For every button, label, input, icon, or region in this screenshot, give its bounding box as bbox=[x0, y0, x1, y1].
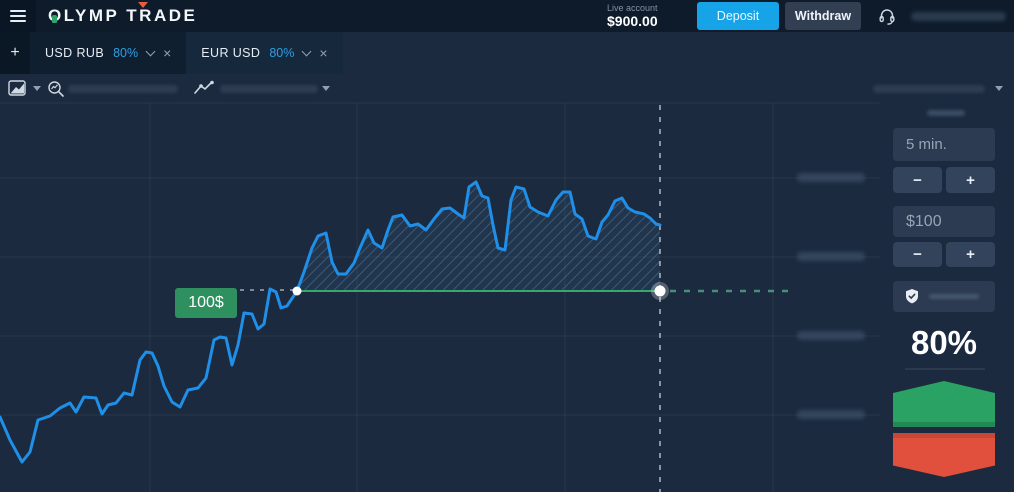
panel-divider bbox=[905, 368, 985, 370]
chevron-down-icon bbox=[995, 86, 1003, 91]
deposit-button[interactable]: Deposit bbox=[697, 2, 779, 30]
logo-figure-icon bbox=[52, 15, 57, 23]
trade-down-button[interactable] bbox=[893, 433, 995, 477]
redacted-panel-label bbox=[927, 110, 965, 116]
tab-payout-label: 80% bbox=[269, 46, 295, 60]
chart-type-dropdown[interactable] bbox=[8, 80, 41, 97]
indicators-button[interactable] bbox=[193, 80, 215, 96]
amount-input[interactable] bbox=[893, 206, 995, 237]
toolbar-dropdown-caret[interactable] bbox=[322, 86, 330, 91]
tab-pair-label: USD RUB bbox=[45, 46, 105, 60]
chart-tab-bar: + USD RUB 80% × EUR USD 80% × bbox=[0, 32, 343, 74]
close-tab-icon[interactable]: × bbox=[319, 45, 328, 61]
add-tab-button[interactable]: + bbox=[10, 44, 20, 61]
redacted-toolbar-control[interactable] bbox=[68, 85, 178, 93]
duration-input[interactable] bbox=[893, 128, 995, 161]
toolbar-dropdown-caret-right[interactable] bbox=[995, 86, 1003, 91]
amount-decrease-button[interactable]: − bbox=[893, 242, 942, 267]
protection-control[interactable] bbox=[893, 281, 995, 312]
indicator-zigzag-icon bbox=[194, 80, 214, 94]
area-chart-icon bbox=[8, 80, 26, 96]
tab-payout-label: 80% bbox=[113, 46, 139, 60]
duration-decrease-button[interactable]: − bbox=[893, 167, 942, 193]
chevron-down-icon bbox=[33, 86, 41, 91]
current-point-dot bbox=[654, 285, 666, 297]
chevron-down-icon[interactable] bbox=[301, 46, 312, 56]
payout-percentage: 80% bbox=[910, 324, 978, 361]
price-chart bbox=[0, 102, 880, 492]
entry-point-dot bbox=[292, 286, 302, 296]
redacted-price-tick bbox=[797, 331, 865, 340]
shield-check-icon bbox=[906, 289, 918, 304]
header: OLYMP TRADE Live account $900.00 Deposit… bbox=[0, 0, 1014, 32]
headset-icon bbox=[879, 9, 895, 25]
logo-accent-icon bbox=[138, 2, 148, 8]
redacted-toolbar-control[interactable] bbox=[220, 85, 318, 93]
close-tab-icon[interactable]: × bbox=[163, 45, 172, 61]
redacted-protection-text bbox=[929, 294, 979, 299]
trade-up-button[interactable] bbox=[893, 381, 995, 427]
hamburger-menu-button[interactable] bbox=[0, 0, 36, 32]
tab-eur-usd[interactable]: EUR USD 80% × bbox=[186, 32, 343, 74]
logo: OLYMP TRADE bbox=[48, 2, 198, 26]
price-line bbox=[0, 180, 662, 464]
account-info[interactable]: Live account $900.00 bbox=[607, 3, 687, 29]
entry-price-label: 100$ bbox=[175, 288, 237, 318]
zoom-tool-button[interactable] bbox=[47, 80, 65, 98]
account-type-label: Live account bbox=[607, 2, 658, 13]
tab-pair-label: EUR USD bbox=[201, 46, 261, 60]
redacted-header-control bbox=[911, 11, 1006, 21]
redacted-price-tick bbox=[797, 173, 865, 182]
logo-text: OLYMP TRADE bbox=[48, 6, 198, 25]
redacted-price-tick bbox=[797, 252, 865, 261]
account-balance: $900.00 bbox=[607, 13, 658, 30]
duration-increase-button[interactable]: + bbox=[946, 167, 995, 193]
chevron-down-icon[interactable] bbox=[145, 46, 156, 56]
magnifier-icon bbox=[48, 81, 64, 97]
support-button[interactable] bbox=[877, 6, 897, 26]
chevron-down-icon bbox=[322, 86, 330, 91]
redacted-price-tick bbox=[797, 410, 865, 419]
amount-increase-button[interactable]: + bbox=[946, 242, 995, 267]
trade-area-hatch bbox=[297, 182, 660, 291]
tab-usd-rub[interactable]: USD RUB 80% × bbox=[30, 32, 187, 74]
withdraw-button[interactable]: Withdraw bbox=[785, 2, 861, 30]
redacted-toolbar-control[interactable] bbox=[873, 85, 985, 93]
